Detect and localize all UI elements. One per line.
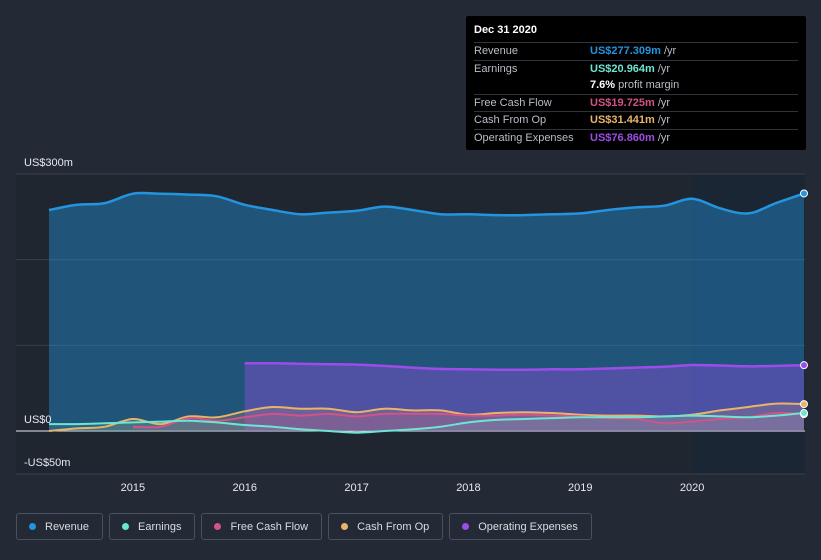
- endpoint-revenue: [800, 189, 808, 198]
- tooltip-value: 7.6%: [590, 79, 616, 92]
- tooltip-value: US$19.725m: [590, 96, 655, 109]
- legend-label: Cash From Op: [357, 520, 430, 533]
- y-tick-label: US$0: [24, 414, 52, 426]
- x-tick-label: 2016: [232, 482, 256, 494]
- series-areas: [49, 192, 804, 433]
- legend-item-earnings[interactable]: Earnings: [109, 513, 196, 540]
- tooltip-date: Dec 31 2020: [474, 24, 537, 36]
- tooltip-unit: /yr: [657, 131, 671, 144]
- tooltip-row-cash-from-op: Cash From Op US$31.441m /yr: [474, 111, 798, 129]
- tooltip-value: US$76.860m: [590, 131, 655, 144]
- tooltip-unit: /yr: [657, 114, 671, 127]
- x-tick-label: 2018: [456, 482, 480, 494]
- tooltip-unit: /yr: [663, 45, 677, 58]
- tooltip-row-operating-expenses: Operating Expenses US$76.860m /yr: [474, 128, 798, 147]
- legend-item-operating-expenses[interactable]: Operating Expenses: [449, 513, 592, 540]
- tooltip-label: Free Cash Flow: [474, 96, 552, 109]
- gridlines: [16, 173, 805, 475]
- chart-canvas: US$300m US$0 -US$50m 2015 2016 2017 2018…: [16, 157, 808, 494]
- future-highlight-region: [692, 174, 805, 474]
- legend-dot-icon: [122, 523, 130, 530]
- legend-label: Operating Expenses: [478, 520, 578, 533]
- legend-dot-icon: [29, 523, 36, 530]
- series-end-dots: [800, 189, 808, 419]
- y-tick-label: -US$50m: [24, 457, 70, 469]
- legend-item-free-cash-flow[interactable]: Free Cash Flow: [201, 513, 323, 540]
- tooltip-row-free-cash-flow: Free Cash Flow US$19.725m /yr: [474, 93, 798, 112]
- tooltip-label: Operating Expenses: [474, 131, 574, 144]
- tooltip-row-profit-margin: 7.6% profit margin: [474, 77, 798, 94]
- endpoint-cash-from-op: [800, 400, 808, 409]
- endpoint-operating-expenses: [800, 361, 808, 370]
- tooltip-unit: /yr: [657, 96, 671, 109]
- legend-item-revenue[interactable]: Revenue: [16, 513, 104, 540]
- line-earnings: [48, 412, 805, 434]
- area-revenue: [49, 192, 804, 431]
- line-operating-expenses: [244, 362, 805, 372]
- legend-dot-icon: [341, 523, 349, 530]
- line-revenue: [48, 191, 805, 217]
- x-tick-label: 2020: [680, 482, 704, 494]
- tooltip-row-revenue: Revenue US$277.309m /yr: [474, 42, 798, 60]
- tooltip-value: US$31.441m: [590, 114, 655, 127]
- endpoint-earnings: [800, 409, 808, 418]
- tooltip-unit: /yr: [657, 62, 671, 75]
- tooltip-value: US$277.309m: [590, 45, 661, 58]
- line-free-cash-flow: [132, 411, 805, 429]
- tooltip-label: Earnings: [474, 62, 518, 75]
- tooltip-value: US$20.964m: [590, 62, 655, 75]
- tooltip-unit: profit margin: [618, 79, 680, 92]
- legend-item-cash-from-op[interactable]: Cash From Op: [328, 513, 444, 540]
- tooltip-label: Revenue: [474, 45, 519, 58]
- y-tick-label: US$300m: [24, 157, 73, 169]
- x-tick-label: 2019: [568, 482, 592, 494]
- chart-legend: Revenue Earnings Free Cash Flow Cash Fro…: [16, 513, 592, 540]
- legend-label: Earnings: [138, 520, 182, 533]
- x-tick-label: 2015: [121, 482, 145, 494]
- legend-dot-icon: [462, 523, 470, 530]
- x-axis-labels: 2015 2016 2017 2018 2019 2020: [121, 482, 705, 494]
- legend-label: Revenue: [45, 520, 90, 533]
- legend-label: Free Cash Flow: [230, 520, 309, 533]
- legend-dot-icon: [214, 523, 222, 530]
- tooltip-row-earnings: Earnings US$20.964m /yr: [474, 59, 798, 78]
- series-lines: [48, 191, 805, 434]
- x-tick-label: 2017: [344, 482, 368, 494]
- tooltip-label: Cash From Op: [474, 114, 547, 127]
- data-tooltip: Dec 31 2020 Revenue US$277.309m /yr Earn…: [466, 16, 806, 150]
